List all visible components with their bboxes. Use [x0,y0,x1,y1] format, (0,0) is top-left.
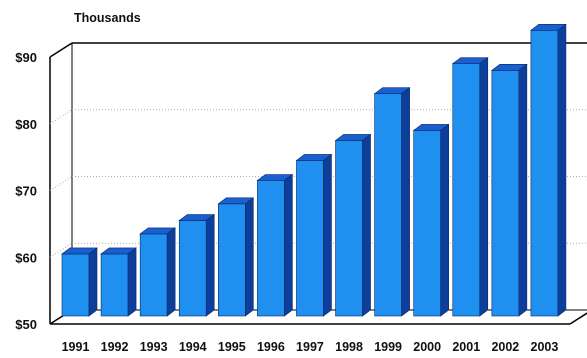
bar-side [518,63,528,317]
y-tick-label: $50 [15,317,37,332]
x-tick-label: 1994 [179,340,207,354]
x-tick-label: 1997 [296,340,324,354]
bar-front [452,63,481,317]
bar-side [362,133,371,317]
bar-front [335,140,363,317]
bar [490,63,528,317]
x-tick-label: 2000 [413,340,441,354]
y-tick-label: $90 [15,50,37,65]
gridline-depth [49,109,73,125]
bar [256,173,294,317]
x-tick-labels: 1991 1992 1993 1994 1995 1996 1997 1998 1999 2000… [62,340,559,354]
bar-side [479,57,489,317]
bar [334,133,372,317]
bar [373,87,411,317]
bar [530,23,567,317]
x-tick-label: 2003 [531,340,559,354]
bar-side [284,173,293,317]
bar [451,57,489,317]
bar [100,247,137,317]
gridline-depth [49,242,73,258]
bar-side [88,247,98,317]
bar-front [257,180,285,317]
gridline-depth [49,176,73,191]
bar-side [127,247,137,317]
frame-floor-right-depth [569,312,587,325]
bar [178,213,216,317]
x-tick-label: 2002 [491,340,519,354]
bar [217,197,255,317]
bar-front [139,233,168,317]
y-tick-label: $70 [15,184,37,199]
y-tick-label: $60 [15,250,37,265]
x-tick-label: 1998 [335,340,363,354]
bar-side [245,197,254,317]
bar-side [440,123,449,317]
bar-side [166,227,176,317]
bar [412,123,450,317]
x-tick-label: 1995 [218,340,246,354]
bar-front [413,130,441,317]
bars [61,23,567,317]
bar-front [530,29,559,317]
bar [139,227,177,317]
bar-side [323,153,332,317]
bar-front [218,203,246,317]
bar [61,247,98,317]
x-tick-label: 1996 [257,340,285,354]
bar-front [374,93,402,317]
bar-front [491,70,520,317]
x-tick-label: 1999 [374,340,402,354]
bar [295,153,333,317]
bar-side [401,87,410,317]
bar-side [205,213,215,317]
x-tick-label: 1993 [140,340,168,354]
x-tick-label: 1991 [62,340,90,354]
frame-top-left-depth [49,42,73,58]
bar-side [557,23,567,317]
bar-front [100,253,129,317]
bar-front [296,160,324,317]
bar-front [178,220,207,317]
x-tick-label: 2001 [452,340,480,354]
bar-front [61,253,90,317]
x-tick-label: 1992 [101,340,129,354]
units-label: Thousands [74,11,141,25]
y-tick-labels: $50 $60 $70 $80 $90 [15,50,37,332]
y-tick-label: $80 [15,117,37,132]
